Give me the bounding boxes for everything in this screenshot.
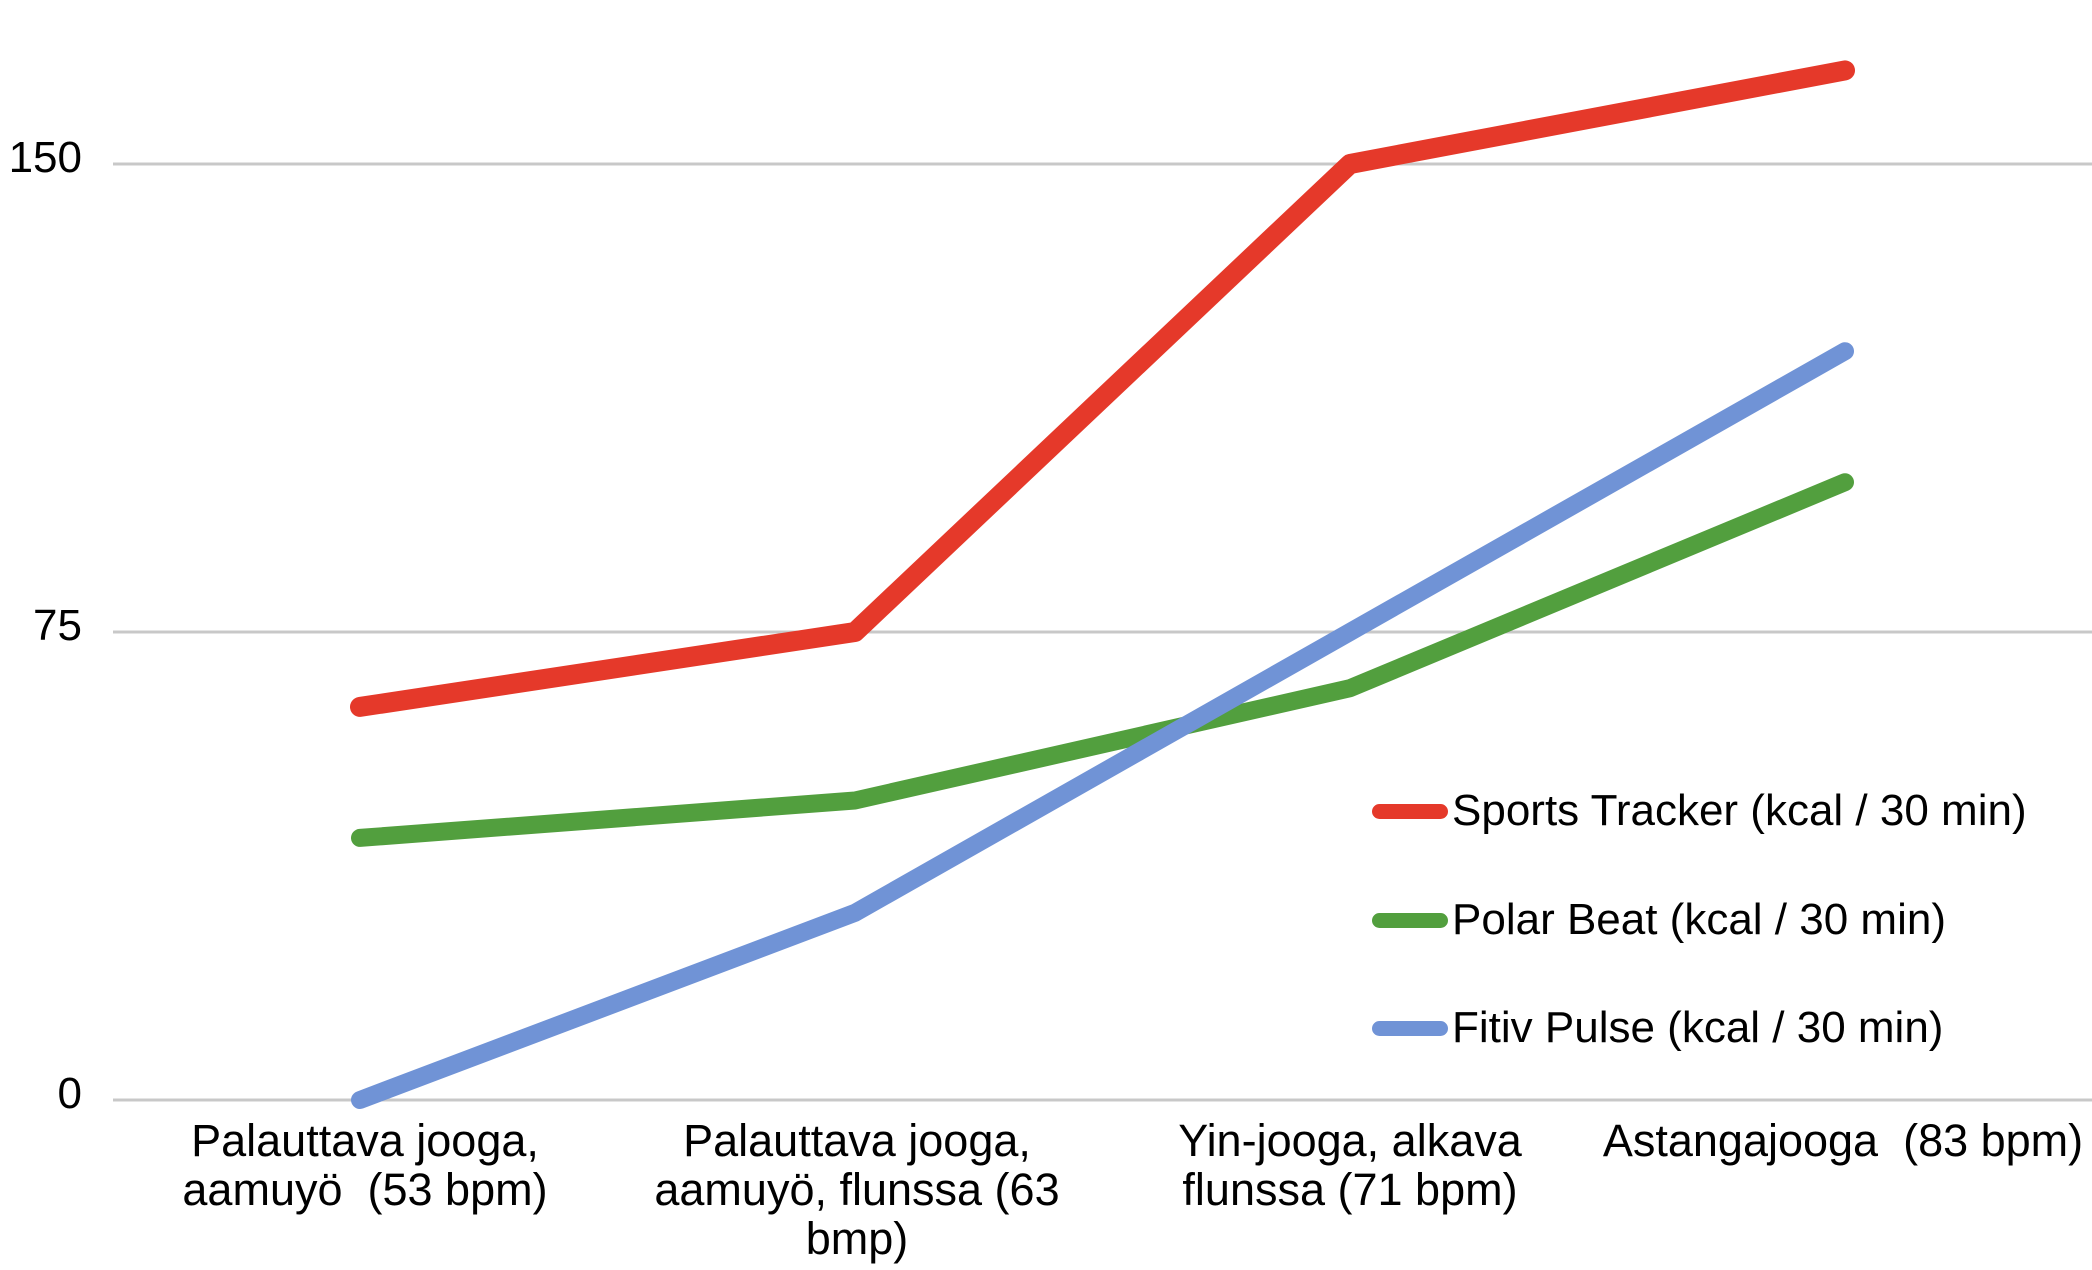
series-line	[350, 60, 1855, 717]
series-line	[351, 342, 1854, 1109]
x-axis-category-label: Palauttava jooga, aamuyö (53 bpm)	[182, 1115, 552, 1215]
series-line	[351, 473, 1854, 847]
y-axis-tick-label: 75	[33, 601, 82, 650]
x-axis-category-label: Palauttava jooga, aamuyö, flunssa (63 bm…	[654, 1115, 1073, 1264]
x-axis-category-label: Astangajooga (83 bpm)	[1602, 1115, 2084, 1166]
y-axis-tick-label: 0	[57, 1069, 82, 1118]
y-axis-tick-label: 150	[8, 133, 82, 182]
x-axis-category-label: Yin-jooga, alkava flunssa (71 bpm)	[1178, 1115, 1535, 1215]
